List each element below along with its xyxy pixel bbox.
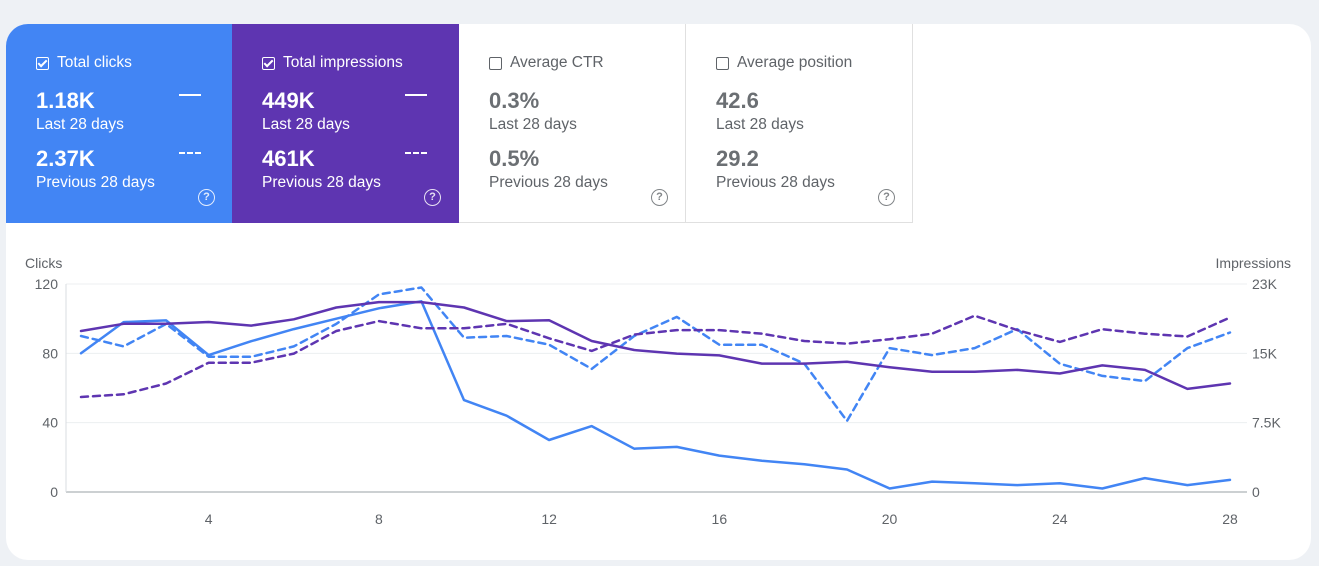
left-axis-tick-label: 40 [42,415,58,431]
performance-card: Total clicks 1.18K Last 28 days 2.37K Pr… [6,24,1311,560]
tile-header: Total clicks [36,54,132,72]
left-axis-title: Clicks [25,255,62,271]
right-axis-tick-label: 23K [1252,276,1278,292]
left-axis-tick-label: 0 [50,484,58,500]
series-line-clicks_current [79,300,1232,490]
tile-average-position[interactable]: Average position 42.6 Last 28 days 29.2 … [686,24,913,223]
previous-value: 0.5% [489,146,540,171]
checkbox-unchecked-icon[interactable] [716,56,729,70]
help-icon[interactable]: ? [878,189,895,206]
current-value: 449K [262,88,315,113]
help-icon[interactable]: ? [651,189,668,206]
tile-label: Total impressions [283,54,403,71]
left-axis-tick-label: 120 [35,276,59,292]
dashed-line-legend-icon [179,152,201,154]
previous-value: 2.37K [36,146,95,171]
previous-period-label: Previous 28 days [716,174,835,191]
x-axis-tick-label: 20 [882,511,898,527]
series-line-clicks_previous [79,286,1232,423]
tile-label: Total clicks [57,54,132,71]
current-period-label: Last 28 days [36,116,124,133]
tile-header: Average position [716,54,852,72]
tile-total-impressions[interactable]: Total impressions 449K Last 28 days 461K… [232,24,459,223]
series-line-impressions_current [79,300,1232,391]
tile-header: Average CTR [489,54,604,72]
x-axis-tick-label: 24 [1052,511,1068,527]
previous-period-label: Previous 28 days [262,174,381,191]
x-axis-tick-label: 28 [1222,511,1238,527]
tile-label: Average position [737,54,853,71]
tile-label: Average CTR [510,54,604,71]
right-axis-tick-label: 7.5K [1252,415,1281,431]
x-axis-tick-label: 4 [205,511,213,527]
checkbox-checked-icon[interactable] [36,56,49,70]
x-axis-tick-label: 16 [712,511,728,527]
current-period-label: Last 28 days [489,116,577,133]
tile-header: Total impressions [262,54,403,72]
current-value: 0.3% [489,88,540,113]
current-value: 1.18K [36,88,95,113]
series-line-impressions_previous [79,314,1232,399]
help-icon[interactable]: ? [424,189,441,206]
current-period-label: Last 28 days [716,116,804,133]
help-icon[interactable]: ? [198,189,215,206]
right-axis-tick-label: 15K [1252,345,1278,361]
tile-total-clicks[interactable]: Total clicks 1.18K Last 28 days 2.37K Pr… [6,24,232,223]
checkbox-unchecked-icon[interactable] [489,56,502,70]
solid-line-legend-icon [405,94,427,96]
right-axis-tick-label: 0 [1252,484,1260,500]
previous-period-label: Previous 28 days [36,174,155,191]
x-axis-tick-label: 8 [375,511,383,527]
previous-period-label: Previous 28 days [489,174,608,191]
x-axis-tick-label: 12 [541,511,557,527]
right-axis-title: Impressions [1216,255,1291,271]
left-axis-tick-label: 80 [42,345,58,361]
checkbox-checked-icon[interactable] [262,56,275,70]
previous-value: 461K [262,146,315,171]
dashed-line-legend-icon [405,152,427,154]
current-value: 42.6 [716,88,759,113]
metric-tiles: Total clicks 1.18K Last 28 days 2.37K Pr… [6,24,913,223]
solid-line-legend-icon [179,94,201,96]
current-period-label: Last 28 days [262,116,350,133]
tile-average-ctr[interactable]: Average CTR 0.3% Last 28 days 0.5% Previ… [459,24,686,223]
previous-value: 29.2 [716,146,759,171]
